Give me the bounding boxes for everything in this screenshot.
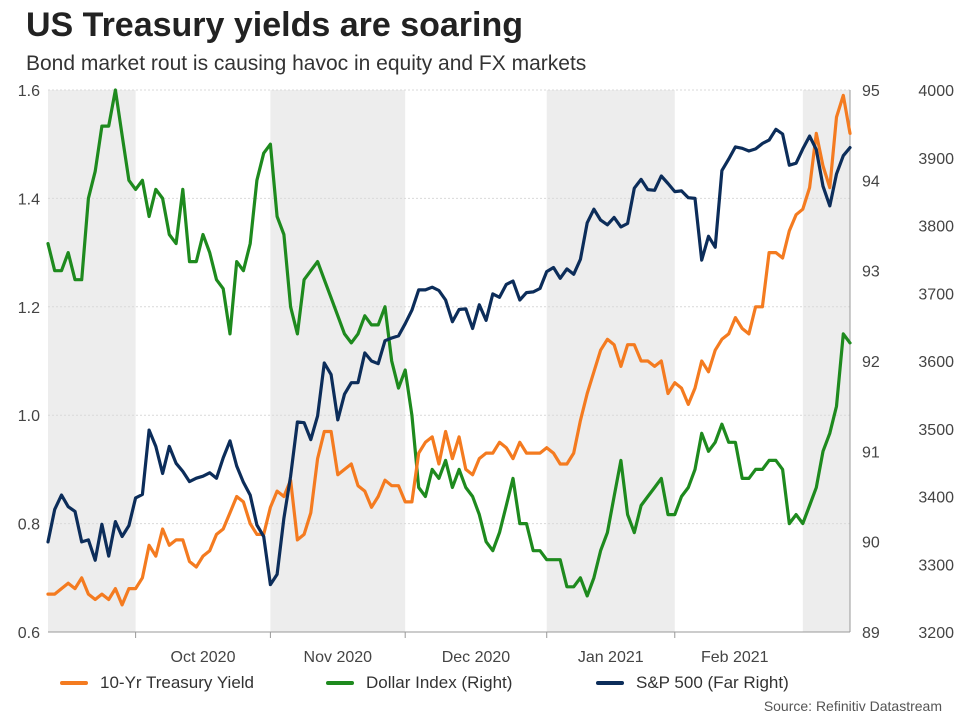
legend-label-sp500: S&P 500 (Far Right) [636, 673, 789, 692]
series-line-yield [46, 93, 852, 607]
left-tick-label: 1.2 [18, 300, 40, 317]
legend-label-dollar: Dollar Index (Right) [366, 673, 513, 692]
legend-label-yield: 10-Yr Treasury Yield [100, 673, 255, 692]
left-tick-label: 1.0 [18, 408, 40, 425]
x-tick-label: Jan 2021 [578, 649, 644, 666]
chart-title: US Treasury yields are soaring [26, 6, 524, 44]
x-tick-label: Nov 2020 [304, 649, 373, 666]
legend-swatch-sp500 [596, 681, 624, 685]
left-tick-label: 0.6 [18, 625, 40, 642]
shaded-period-3 [802, 90, 850, 632]
chart-subtitle: Bond market rout is causing havoc in equ… [26, 52, 587, 75]
x-tick-label: Oct 2020 [171, 649, 236, 666]
shaded-period-2 [546, 90, 675, 632]
legend-item-dollar: Dollar Index (Right) [326, 673, 512, 693]
legend-swatch-dollar [326, 681, 354, 685]
far-right-tick-label: 3600 [918, 354, 954, 371]
far-right-tick-label: 3900 [918, 151, 954, 168]
left-tick-label: 1.6 [18, 83, 40, 100]
right-tick-label: 93 [862, 264, 880, 281]
far-right-tick-label: 4000 [918, 83, 954, 100]
right-tick-label: 94 [862, 173, 880, 190]
source-note: Source: Refinitiv Datastream [763, 698, 942, 714]
legend-item-sp500: S&P 500 (Far Right) [596, 673, 789, 693]
right-tick-label: 89 [862, 625, 880, 642]
right-tick-label: 91 [862, 444, 880, 461]
right-tick-label: 90 [862, 535, 880, 552]
x-tick-label: Dec 2020 [442, 649, 511, 666]
series-line-dollar [46, 88, 852, 598]
far-right-tick-label: 3500 [918, 422, 954, 439]
far-right-tick-label: 3300 [918, 557, 954, 574]
right-tick-label: 95 [862, 83, 880, 100]
left-tick-label: 0.8 [18, 517, 40, 534]
right-tick-label: 92 [862, 354, 880, 371]
shaded-period-1 [270, 90, 406, 632]
far-right-tick-label: 3700 [918, 286, 954, 303]
x-tick-label: Feb 2021 [701, 649, 769, 666]
left-tick-label: 1.4 [18, 191, 40, 208]
legend-item-yield: 10-Yr Treasury Yield [60, 673, 254, 693]
legend-swatch-yield [60, 681, 88, 685]
far-right-tick-label: 3200 [918, 625, 954, 642]
far-right-tick-label: 3800 [918, 219, 954, 236]
series-line-sp500 [46, 127, 852, 587]
legend: 10-Yr Treasury Yield Dollar Index (Right… [60, 673, 940, 697]
far-right-tick-label: 3400 [918, 490, 954, 507]
